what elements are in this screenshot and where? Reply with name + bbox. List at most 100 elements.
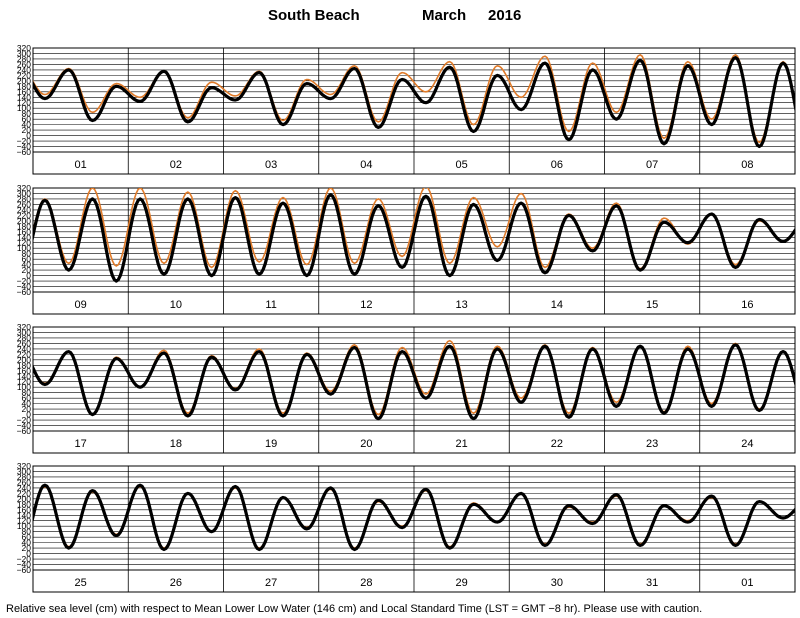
y-tick-label: 200 (17, 355, 31, 365)
day-label: 28 (360, 577, 372, 589)
y-tick-label: 280 (17, 472, 31, 482)
y-tick-label: 320 (17, 322, 31, 332)
y-tick-label: 220 (17, 70, 31, 80)
y-tick-label: 60 (22, 393, 32, 403)
day-label: 19 (265, 438, 277, 450)
day-label: 24 (741, 438, 753, 450)
y-tick-label: 0 (26, 131, 31, 141)
y-tick-label: 320 (17, 43, 31, 53)
panel-1: −60−40−200204060801001201401601802002202… (17, 43, 796, 175)
y-tick-label: −20 (17, 415, 32, 425)
day-label: 05 (456, 159, 468, 171)
y-tick-label: 240 (17, 483, 31, 493)
day-label: 27 (265, 577, 277, 589)
y-tick-label: −60 (17, 426, 32, 436)
y-tick-label: 200 (17, 494, 31, 504)
y-tick-label: 260 (17, 338, 31, 348)
chart-title-location: South Beach (268, 7, 360, 24)
y-tick-label: 0 (26, 410, 31, 420)
day-label: 21 (456, 438, 468, 450)
chart-title-month: March (422, 7, 466, 24)
day-label: 01 (741, 577, 753, 589)
day-label: 20 (360, 438, 372, 450)
y-tick-label: 180 (17, 221, 31, 231)
y-tick-label: 260 (17, 199, 31, 209)
y-tick-label: 40 (22, 260, 32, 270)
y-tick-label: 300 (17, 466, 31, 476)
y-tick-label: 20 (22, 404, 32, 414)
day-label: 08 (741, 159, 753, 171)
y-tick-label: 40 (22, 120, 32, 130)
observed-tide-line (33, 193, 795, 283)
y-tick-label: −40 (17, 421, 32, 431)
y-tick-label: −20 (17, 276, 32, 286)
y-tick-label: 220 (17, 349, 31, 359)
y-tick-label: 280 (17, 333, 31, 343)
y-tick-label: 280 (17, 54, 31, 64)
y-tick-label: 140 (17, 92, 31, 102)
day-label: 22 (551, 438, 563, 450)
y-tick-label: 200 (17, 76, 31, 86)
y-tick-label: −60 (17, 147, 32, 157)
y-tick-label: 240 (17, 205, 31, 215)
day-label: 23 (646, 438, 658, 450)
panel-3: −60−40−200204060801001201401601802002202… (17, 322, 796, 454)
y-tick-label: 200 (17, 216, 31, 226)
y-tick-label: 160 (17, 505, 31, 515)
day-label: 14 (551, 299, 563, 311)
day-label: 03 (265, 159, 277, 171)
y-tick-label: 300 (17, 188, 31, 198)
y-tick-label: 60 (22, 254, 32, 264)
day-label: 15 (646, 299, 658, 311)
observed-tide-line (33, 343, 795, 421)
y-tick-label: 100 (17, 243, 31, 253)
day-strip-frame (32, 430, 796, 454)
y-tick-label: 260 (17, 477, 31, 487)
y-tick-label: 120 (17, 516, 31, 526)
day-label: 04 (360, 159, 372, 171)
day-label: 17 (75, 438, 87, 450)
y-tick-label: 80 (22, 109, 32, 119)
y-tick-label: 140 (17, 510, 31, 520)
panels-group: −60−40−200204060801001201401601802002202… (17, 43, 796, 593)
day-label: 06 (551, 159, 563, 171)
y-tick-label: 300 (17, 48, 31, 58)
day-label: 12 (360, 299, 372, 311)
day-strip-frame (32, 291, 796, 315)
observed-tide-line (33, 483, 795, 552)
day-label: 26 (170, 577, 182, 589)
day-label: 18 (170, 438, 182, 450)
day-label: 01 (75, 159, 87, 171)
y-tick-label: 100 (17, 521, 31, 531)
y-tick-label: 100 (17, 382, 31, 392)
y-tick-label: −40 (17, 282, 32, 292)
y-tick-label: 180 (17, 81, 31, 91)
chart-title-year: 2016 (488, 7, 521, 24)
y-tick-label: 160 (17, 227, 31, 237)
day-label: 10 (170, 299, 182, 311)
y-tick-label: 120 (17, 377, 31, 387)
y-tick-label: 180 (17, 360, 31, 370)
y-tick-label: 160 (17, 366, 31, 376)
y-tick-label: 80 (22, 527, 32, 537)
y-tick-label: 260 (17, 59, 31, 69)
day-label: 31 (646, 577, 658, 589)
y-tick-label: 240 (17, 344, 31, 354)
y-tick-label: 120 (17, 98, 31, 108)
y-tick-label: 20 (22, 543, 32, 553)
y-tick-label: −20 (17, 136, 32, 146)
y-tick-label: 280 (17, 194, 31, 204)
day-strip-frame (32, 151, 796, 175)
panel-4: −60−40−200204060801001201401601802002202… (17, 461, 796, 593)
y-tick-label: 60 (22, 114, 32, 124)
panel-2: −60−40−200204060801001201401601802002202… (17, 183, 796, 315)
y-tick-label: 20 (22, 265, 32, 275)
y-tick-label: 240 (17, 65, 31, 75)
y-tick-label: 100 (17, 103, 31, 113)
y-tick-label: −60 (17, 565, 32, 575)
y-tick-label: 40 (22, 538, 32, 548)
day-label: 29 (456, 577, 468, 589)
y-tick-label: 320 (17, 461, 31, 471)
y-tick-label: 220 (17, 488, 31, 498)
